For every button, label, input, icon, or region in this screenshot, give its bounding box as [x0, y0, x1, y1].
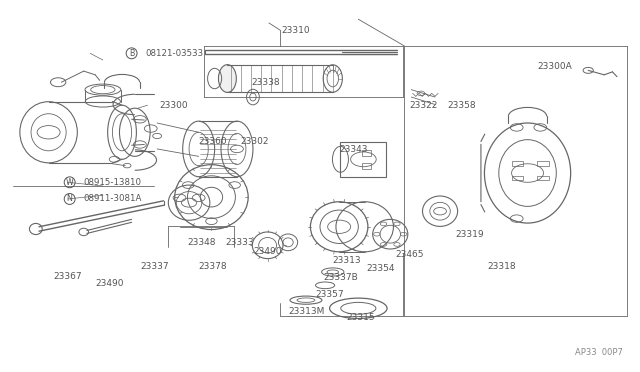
Text: 08911-3081A: 08911-3081A [84, 195, 142, 203]
Text: 08915-13810: 08915-13810 [84, 178, 141, 187]
Bar [537, 161, 548, 166]
Text: 23490: 23490 [253, 247, 282, 256]
Bar [511, 176, 523, 180]
Text: 23313: 23313 [333, 256, 362, 265]
Text: 23318: 23318 [487, 262, 516, 271]
Bar [362, 150, 371, 155]
Text: 23338: 23338 [252, 78, 280, 87]
Text: N: N [67, 195, 72, 203]
Text: 08121-03533: 08121-03533 [146, 49, 204, 58]
Text: 23300A: 23300A [537, 62, 572, 71]
Text: 23315: 23315 [347, 313, 376, 322]
Text: 23360: 23360 [198, 137, 227, 146]
Text: 23357: 23357 [315, 290, 344, 299]
Text: 23354: 23354 [366, 264, 394, 273]
Text: 23343: 23343 [339, 145, 367, 154]
Text: 23358: 23358 [448, 101, 476, 110]
Text: 23302: 23302 [240, 137, 269, 146]
Text: W: W [66, 178, 74, 187]
Text: 23348: 23348 [188, 238, 216, 247]
Bar [362, 163, 371, 169]
Text: 23337B: 23337B [323, 273, 358, 282]
Text: 23333: 23333 [225, 238, 254, 247]
Text: AP33  00P7: AP33 00P7 [575, 348, 623, 357]
Text: 23319: 23319 [456, 230, 484, 240]
Text: 23313M: 23313M [288, 307, 324, 316]
Text: 23310: 23310 [282, 26, 310, 35]
Bar [537, 176, 548, 180]
Text: 23300: 23300 [159, 101, 188, 110]
Text: 23367: 23367 [53, 272, 82, 281]
Text: 23378: 23378 [198, 262, 227, 271]
Text: 23322: 23322 [410, 101, 438, 110]
Bar [511, 161, 523, 166]
Text: 23337: 23337 [140, 262, 168, 271]
Text: 23490: 23490 [95, 279, 124, 288]
Bar [340, 141, 387, 177]
Text: B: B [129, 49, 134, 58]
Ellipse shape [218, 65, 236, 92]
Text: 23465: 23465 [396, 250, 424, 259]
